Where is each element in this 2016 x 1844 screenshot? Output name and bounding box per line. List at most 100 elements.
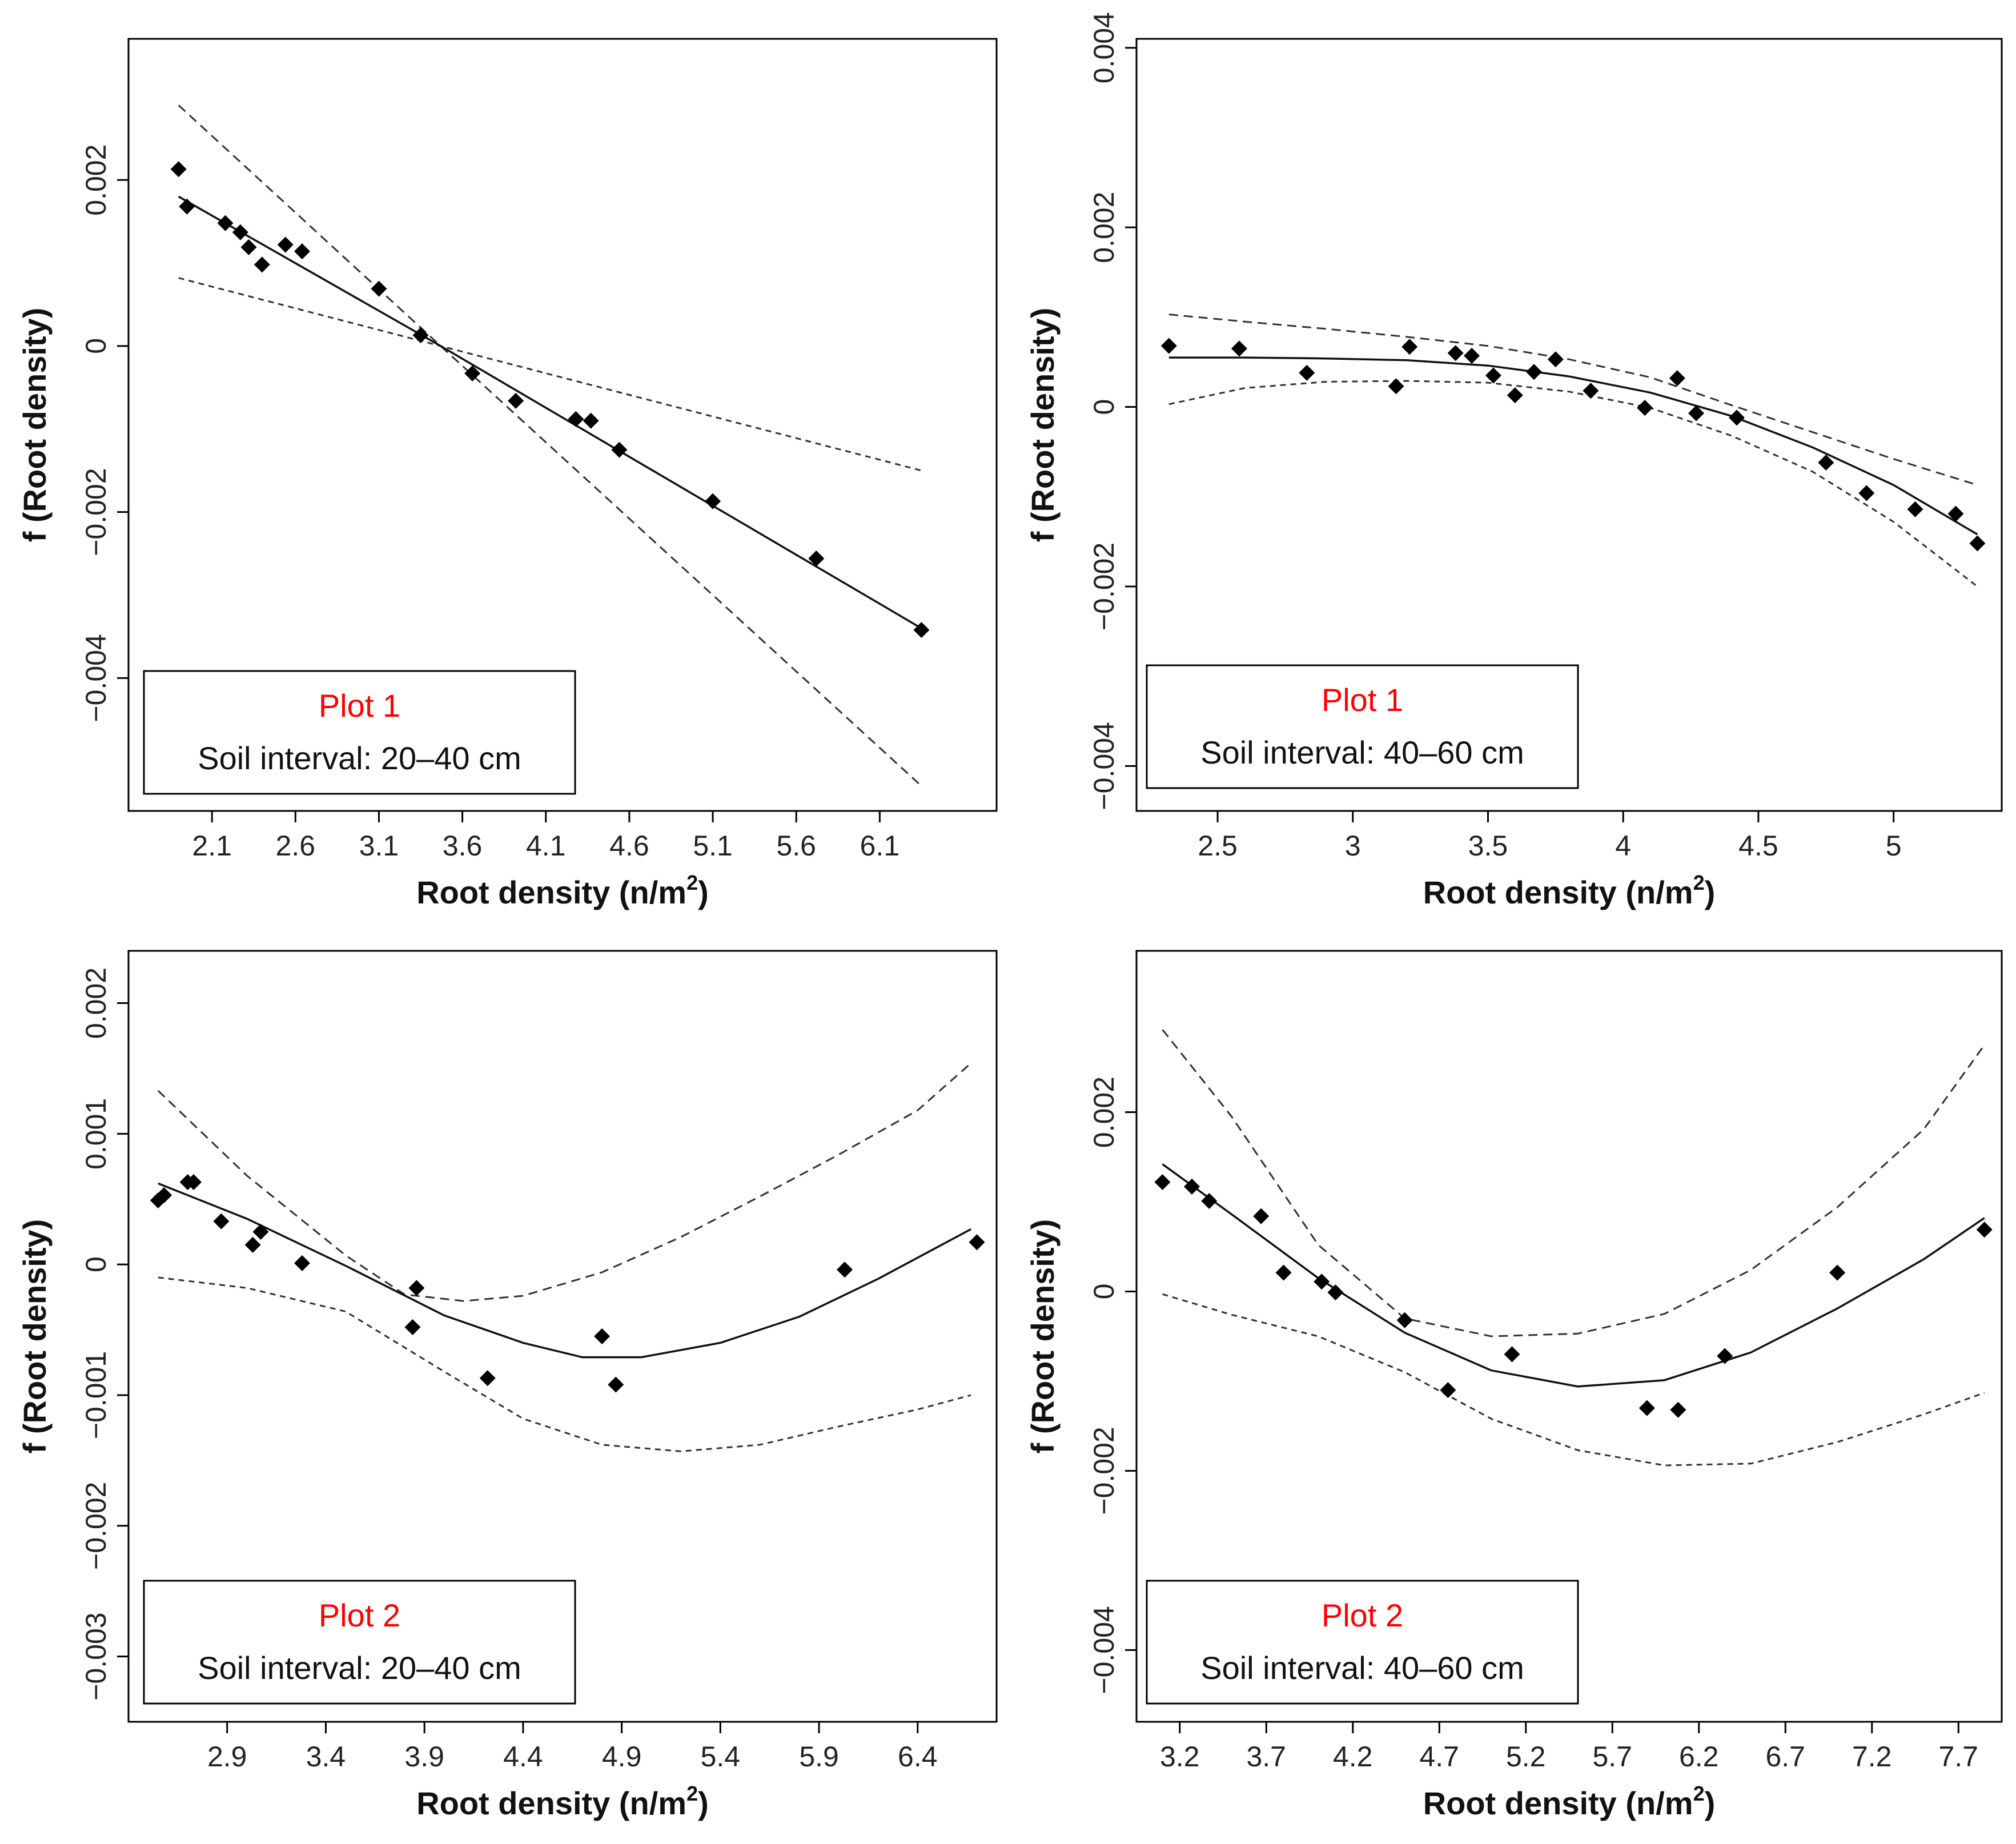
x-axis-title-superscript: 2 bbox=[686, 1782, 698, 1805]
fit-line bbox=[178, 195, 922, 629]
y-tick-label: 0.002 bbox=[80, 144, 112, 216]
y-axis-title: f (Root density) bbox=[17, 308, 53, 543]
data-point bbox=[808, 551, 825, 567]
panel-1: 2.1 2.6 3.1 3.6 4.1 4.6 5.1 5.6 6.1 0.002 0 −0.002 −… bbox=[17, 38, 998, 910]
data-point bbox=[217, 215, 234, 231]
x-tick-label: 4.4 bbox=[503, 1741, 543, 1773]
data-point bbox=[1717, 1348, 1733, 1364]
data-point bbox=[179, 198, 195, 215]
data-point bbox=[294, 243, 310, 260]
x-tick-label: 4.2 bbox=[1333, 1741, 1373, 1773]
legend-plot-label: Plot 2 bbox=[319, 1597, 400, 1633]
y-tick-label: −0.004 bbox=[1088, 1606, 1120, 1694]
x-tick-label: 4.1 bbox=[526, 830, 566, 862]
data-point bbox=[1231, 340, 1247, 357]
x-tick-label: 3 bbox=[1345, 830, 1361, 862]
x-axis-title-main: Root density (n/m bbox=[416, 874, 686, 910]
data-point bbox=[1183, 1178, 1200, 1195]
x-tick-label: 5.1 bbox=[693, 830, 733, 862]
x-tick-label: 3.5 bbox=[1468, 830, 1508, 862]
x-tick-label: 4 bbox=[1615, 830, 1631, 862]
data-point bbox=[232, 224, 248, 240]
y-tick-label: 0 bbox=[1088, 1284, 1120, 1300]
data-point bbox=[240, 239, 257, 255]
x-tick-label: 3.2 bbox=[1160, 1741, 1200, 1773]
data-point bbox=[1547, 351, 1564, 368]
data-point bbox=[1969, 535, 1986, 552]
data-point bbox=[1504, 1346, 1520, 1363]
data-point bbox=[1464, 347, 1480, 364]
data-point bbox=[837, 1262, 853, 1278]
x-tick-label: 2.6 bbox=[276, 830, 316, 862]
upper-confidence-line bbox=[157, 1062, 972, 1302]
data-point bbox=[1638, 1400, 1655, 1416]
data-point bbox=[1154, 1174, 1171, 1190]
data-point bbox=[1201, 1192, 1218, 1209]
data-point bbox=[294, 1255, 310, 1271]
x-axis-title-end: ) bbox=[1705, 1785, 1716, 1821]
data-point bbox=[371, 280, 387, 297]
data-point bbox=[508, 392, 524, 409]
x-tick-label: 6.7 bbox=[1765, 1741, 1805, 1773]
fit-line bbox=[1162, 1163, 1985, 1388]
data-point bbox=[412, 327, 429, 343]
x-axis-title-main: Root density (n/m bbox=[1423, 874, 1693, 910]
x-tick-label: 5.4 bbox=[701, 1741, 741, 1773]
data-point bbox=[594, 1328, 611, 1344]
legend-soil-interval: Soil interval: 20–40 cm bbox=[198, 740, 521, 776]
x-tick-label: 6.4 bbox=[898, 1741, 938, 1773]
y-tick-label: −0.003 bbox=[80, 1612, 112, 1700]
y-tick-label: −0.004 bbox=[1088, 722, 1120, 810]
data-point bbox=[404, 1319, 421, 1335]
y-tick-label: −0.004 bbox=[80, 634, 112, 722]
legend-box bbox=[143, 670, 576, 795]
data-point bbox=[1485, 367, 1501, 384]
data-point bbox=[408, 1280, 425, 1296]
data-point bbox=[1440, 1382, 1456, 1399]
data-point bbox=[254, 256, 270, 273]
fit-line bbox=[158, 1182, 971, 1359]
y-tick-label: −0.001 bbox=[80, 1351, 112, 1439]
data-point bbox=[479, 1370, 496, 1387]
data-point bbox=[1401, 339, 1418, 355]
data-point bbox=[1507, 387, 1523, 404]
fit-line bbox=[1168, 356, 1978, 536]
data-point bbox=[464, 365, 481, 381]
data-point bbox=[1253, 1208, 1270, 1224]
x-tick-label: 6.2 bbox=[1679, 1741, 1719, 1773]
legend-plot-label: Plot 1 bbox=[319, 688, 400, 724]
y-tick-label: 0 bbox=[80, 1256, 112, 1272]
data-point bbox=[1275, 1264, 1292, 1281]
x-tick-label: 3.6 bbox=[443, 830, 483, 862]
y-tick-label: −0.002 bbox=[1088, 1427, 1120, 1514]
legend-plot-label: Plot 2 bbox=[1322, 1597, 1403, 1633]
data-point bbox=[186, 1174, 202, 1190]
y-tick-label: 0.002 bbox=[80, 967, 112, 1039]
data-point bbox=[1669, 370, 1685, 387]
x-axis-title: Root density (n/m2) bbox=[416, 1782, 709, 1821]
panel-2: 2.5 3 3.5 4 4.5 5 0.004 0.002 0 −0.002 −0.004 Root … bbox=[1025, 12, 2003, 910]
data-point bbox=[1583, 383, 1599, 399]
x-axis-title-end: ) bbox=[1705, 874, 1716, 910]
plot-frame bbox=[1135, 950, 2003, 1723]
data-point bbox=[1670, 1401, 1686, 1418]
x-tick-label: 7.2 bbox=[1852, 1741, 1892, 1773]
data-point bbox=[244, 1236, 261, 1253]
y-tick-label: 0.002 bbox=[1088, 1076, 1120, 1148]
data-point bbox=[252, 1223, 269, 1240]
upper-confidence-line bbox=[1168, 314, 1978, 486]
data-point bbox=[1858, 485, 1875, 501]
x-tick-label: 4.5 bbox=[1738, 830, 1778, 862]
y-tick-label: 0.004 bbox=[1088, 12, 1120, 83]
y-tick-label: 0 bbox=[1088, 399, 1120, 415]
data-point bbox=[213, 1213, 230, 1230]
data-point bbox=[611, 441, 628, 458]
x-tick-label: 5 bbox=[1886, 830, 1902, 862]
data-point bbox=[1299, 364, 1315, 381]
legend-box bbox=[1146, 664, 1579, 789]
data-point bbox=[1388, 378, 1404, 395]
y-tick-label: 0.002 bbox=[1088, 192, 1120, 263]
plot-frame bbox=[127, 950, 998, 1723]
lower-confidence-line bbox=[1162, 1293, 1985, 1467]
